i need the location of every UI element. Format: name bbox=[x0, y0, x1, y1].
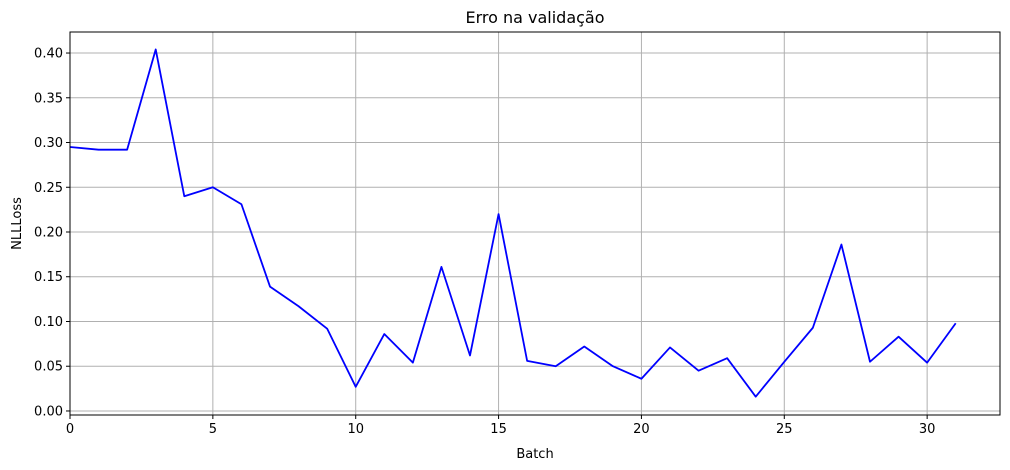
y-tick-label: 0.00 bbox=[34, 404, 63, 419]
plot-frame bbox=[69, 31, 1001, 416]
x-tick-label: 5 bbox=[209, 422, 217, 437]
y-tick-label: 0.15 bbox=[34, 270, 63, 285]
y-tick-label: 0.10 bbox=[34, 315, 63, 330]
x-tick-label: 15 bbox=[490, 422, 507, 437]
x-tick-label: 25 bbox=[776, 422, 793, 437]
y-tick-label: 0.20 bbox=[34, 226, 63, 241]
y-tick-label: 0.25 bbox=[34, 181, 63, 196]
x-tick-label: 0 bbox=[66, 422, 74, 437]
series-layer bbox=[69, 48, 957, 398]
y-tick-label: 0.30 bbox=[34, 136, 63, 151]
x-axis: 0 5 10 15 20 25 30 bbox=[66, 415, 936, 437]
x-tick-label: 10 bbox=[347, 422, 364, 437]
x-tick-label: 20 bbox=[633, 422, 650, 437]
y-axis-label: NLLLoss bbox=[10, 197, 25, 250]
y-tick-label: 0.35 bbox=[34, 91, 63, 106]
series-line bbox=[69, 48, 957, 398]
grid bbox=[69, 32, 1000, 415]
chart-title: Erro na validação bbox=[465, 8, 604, 27]
y-tick-label: 0.40 bbox=[34, 47, 63, 62]
y-axis: 0.00 0.05 0.10 0.15 0.20 0.25 0.30 0.35 0.40 bbox=[34, 47, 70, 419]
y-tick-label: 0.05 bbox=[34, 360, 63, 375]
x-tick-label: 30 bbox=[919, 422, 936, 437]
x-axis-label: Batch bbox=[516, 447, 553, 462]
